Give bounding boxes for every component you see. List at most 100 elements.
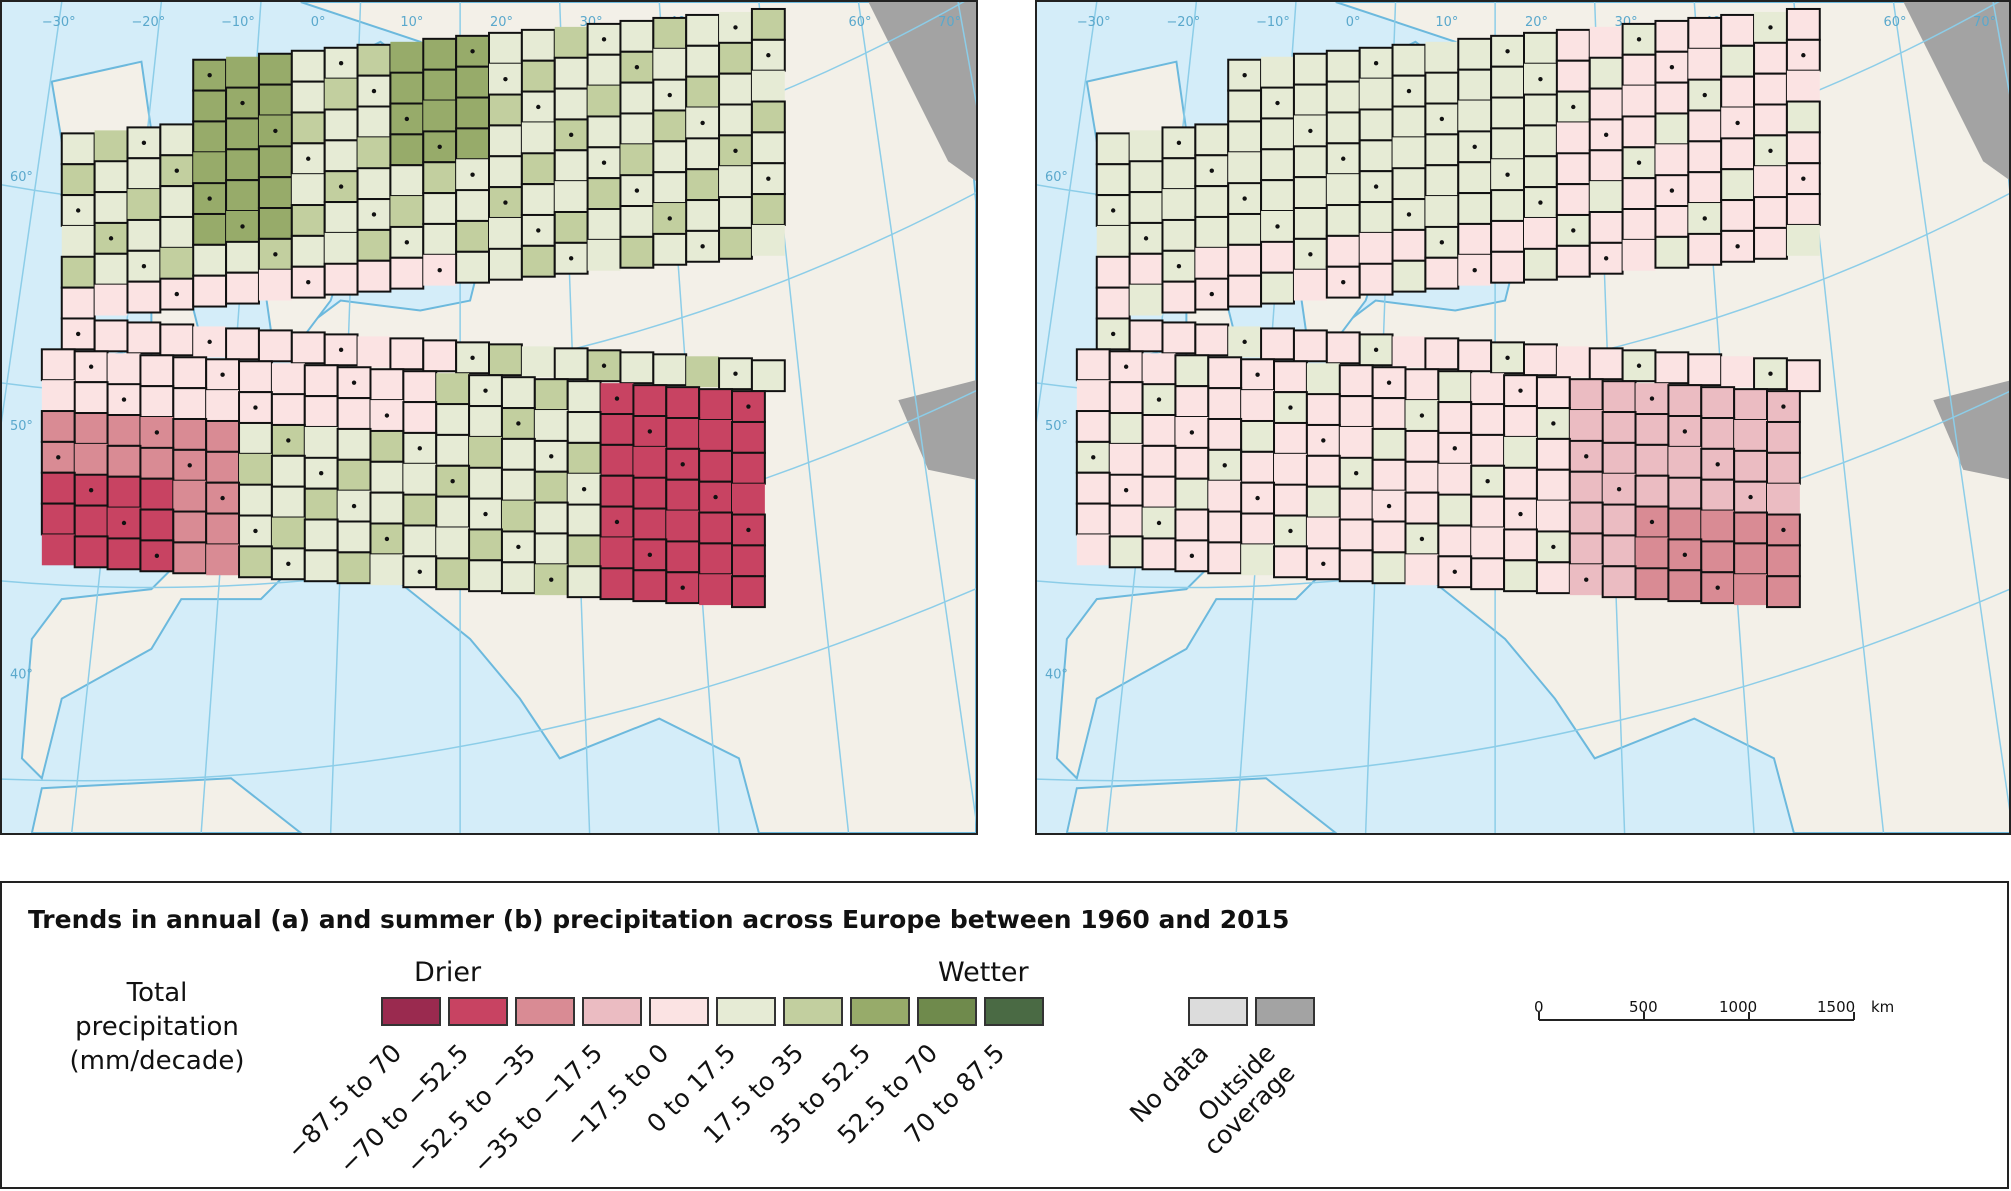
map-a-lon-label-6: 20° (490, 15, 513, 30)
map-b-cell (1786, 70, 1820, 102)
map-a-cell (73, 504, 109, 538)
map-b-cell (1654, 351, 1690, 385)
map-a-cell (520, 244, 556, 278)
map-a-significance-dot (384, 413, 390, 418)
map-a-cell (665, 540, 701, 574)
map-b-cell (1129, 284, 1163, 316)
map-b-cell (1753, 226, 1788, 260)
map-b-cell (1391, 43, 1427, 77)
map-b-significance-dot (1242, 196, 1247, 201)
map-a-significance-dot (549, 577, 554, 582)
map-b-cell (1569, 410, 1603, 441)
map-b-lon-label-6: 20° (1525, 15, 1548, 30)
map-a-cell (205, 512, 241, 546)
map-b-cell (1260, 271, 1295, 305)
map-b-significance-dot (1321, 438, 1326, 443)
map-a-cell (435, 403, 471, 436)
map-b-cell (1733, 542, 1768, 576)
map-a-significance-dot (141, 264, 147, 269)
legend-title: Trends in annual (a) and summer (b) prec… (28, 905, 1290, 934)
map-b-cell (1700, 540, 1736, 574)
map-b-significance-dot (1571, 228, 1576, 233)
map-a-cell (652, 16, 688, 50)
map-a-cell (172, 510, 208, 544)
map-b-cell (1108, 412, 1144, 445)
map-b-cell (1141, 414, 1177, 447)
map-b-cell (1555, 183, 1591, 216)
map-b-cell (1720, 44, 1756, 78)
map-b-cell (1128, 191, 1164, 224)
map-b-cell (1359, 232, 1393, 264)
map-a-significance-dot (766, 176, 771, 181)
map-a-significance-dot (220, 495, 225, 501)
map-b-cell (1785, 100, 1821, 134)
map-a-lon-label-4: 0° (311, 15, 326, 30)
map-a-cell (41, 380, 75, 412)
map-a-cell (336, 551, 372, 585)
map-b-cell (1227, 89, 1263, 123)
map-a-cell (732, 483, 765, 515)
map-a-cell (566, 441, 602, 475)
map-a-cell (718, 196, 753, 229)
legend-panel: Trends in annual (a) and summer (b) prec… (0, 881, 2009, 1189)
map-b-cell (1227, 212, 1263, 246)
map-b-cell (1076, 534, 1110, 566)
map-b-cell (1194, 185, 1230, 218)
map-a-cell (698, 388, 733, 421)
map-a-cell (566, 534, 602, 568)
map-a-cell (521, 346, 555, 378)
map-b-significance-dot (1386, 503, 1392, 509)
map-a-cell (488, 31, 523, 65)
map-b-cell (1292, 83, 1328, 117)
map-b-significance-dot (1341, 279, 1346, 285)
map-a-cell (239, 453, 272, 485)
map-a-significance-dot (601, 37, 607, 42)
map-b-significance-dot (1123, 364, 1129, 369)
map-b-cell (1753, 103, 1788, 137)
map-a-cell (553, 87, 589, 121)
map-a-cell (389, 256, 425, 290)
map-b-cell (1734, 419, 1767, 451)
map-a-cell (586, 53, 622, 87)
legend-swatch-5 (649, 997, 709, 1026)
map-b-cell (1667, 384, 1703, 418)
map-b-cell (1227, 120, 1263, 154)
map-a-cell (369, 368, 405, 402)
map-b-significance-dot (1715, 585, 1720, 590)
map-a-cell (73, 381, 109, 415)
map-a-significance-dot (286, 438, 291, 443)
map-a-significance-dot (174, 291, 179, 297)
map-b-cell (1535, 376, 1571, 410)
map-a-lat-label-1: 40° (10, 668, 33, 683)
map-b-cell (1635, 537, 1669, 569)
map-b-significance-dot (1176, 264, 1182, 269)
map-b-cell (1457, 37, 1493, 71)
map-a-cell (257, 207, 293, 240)
map-b-cell (1096, 225, 1130, 257)
map-b-cell (1687, 140, 1723, 174)
map-b-significance-dot (1538, 200, 1543, 205)
map-a-significance-dot (207, 72, 212, 78)
map-b-cell (1490, 189, 1525, 222)
map-a-cell (238, 483, 273, 517)
map-b-cell (1470, 433, 1506, 467)
map-a-cell (369, 460, 405, 494)
map-a-cell (205, 450, 241, 484)
map-b-outside-coverage-ne (1903, 2, 2009, 180)
map-b-cell (1622, 239, 1656, 271)
map-a-cell (620, 144, 654, 176)
map-b-cell (1588, 149, 1624, 183)
map-a-cell (93, 319, 129, 353)
map-a-outside-coverage-ne (868, 2, 976, 182)
map-b-cell (1208, 480, 1242, 512)
map-a-cell (303, 487, 339, 521)
map-a-cell (139, 508, 175, 542)
map-b-significance-dot (1649, 396, 1655, 401)
map-b-cell (1601, 503, 1637, 537)
map-b-cell (1260, 240, 1295, 274)
map-a-cell (324, 78, 358, 110)
map-a-cell (193, 152, 227, 184)
map-a-meridian-1 (2, 2, 63, 423)
map-b-significance-dot (1439, 240, 1445, 245)
map-b-cell (1766, 420, 1801, 454)
